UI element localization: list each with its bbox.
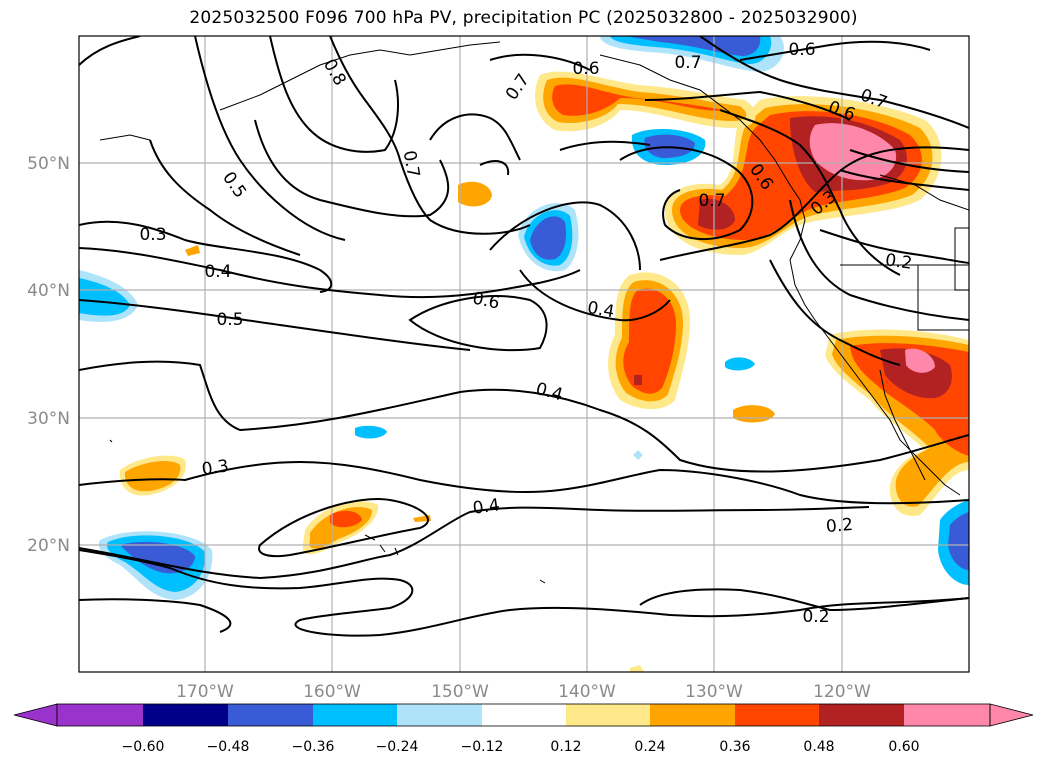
contour-label: 0.7 bbox=[399, 149, 423, 179]
map-frame bbox=[78, 35, 970, 673]
contour-label: 0.3 bbox=[201, 456, 231, 480]
lon-label: 120°W bbox=[813, 682, 871, 702]
contour-label: 0.5 bbox=[216, 310, 243, 330]
precip-blob-small-10 bbox=[630, 665, 644, 672]
colorbar-tick: 0.36 bbox=[719, 739, 750, 755]
gridlines bbox=[79, 36, 969, 672]
colorbar-cell bbox=[566, 704, 650, 726]
contour-label: 0.3 bbox=[139, 225, 166, 245]
contour-label: 0.6 bbox=[788, 40, 815, 60]
plot-area: 0.6 0.7 0.8 0.7 0.5 0.7 0.6 0.7 0.6 0.6 … bbox=[79, 36, 969, 672]
contour-label: 0.4 bbox=[472, 495, 502, 519]
colorbar-cell bbox=[57, 704, 143, 726]
colorbar-tick: 0.24 bbox=[634, 739, 665, 755]
lon-label: 170°W bbox=[176, 682, 234, 702]
pv-contours bbox=[79, 36, 969, 637]
colorbar-tick: −0.60 bbox=[122, 739, 165, 755]
precip-blob-small-3 bbox=[124, 460, 181, 492]
colorbar-cell bbox=[143, 704, 228, 726]
colorbar-cells bbox=[57, 704, 990, 726]
colorbar-cell bbox=[904, 704, 990, 726]
precip-fills bbox=[79, 36, 969, 672]
contour-label: 0.4 bbox=[586, 298, 616, 322]
precip-blob-small-1 bbox=[458, 181, 492, 207]
contour-label: 0.7 bbox=[698, 191, 725, 211]
lon-label: 150°W bbox=[431, 682, 489, 702]
precip-blob-southwest bbox=[825, 329, 969, 516]
colorbar-tick: −0.24 bbox=[376, 739, 419, 755]
lon-label: 140°W bbox=[558, 682, 616, 702]
colorbar-tick: 0.60 bbox=[888, 739, 919, 755]
colorbar-cell bbox=[228, 704, 313, 726]
lat-label: 30°N bbox=[27, 409, 70, 429]
coastlines bbox=[99, 41, 969, 584]
contour-label: 0.2 bbox=[825, 515, 854, 537]
lat-label: 50°N bbox=[27, 154, 70, 174]
colorbar: −0.60 −0.48 −0.36 −0.24 −0.12 0.12 0.24 … bbox=[13, 703, 1034, 755]
contour-label: 0.2 bbox=[884, 250, 914, 274]
longitude-labels: 170°W 160°W 150°W 140°W 130°W 120°W bbox=[176, 682, 871, 702]
precip-neg-small-1 bbox=[355, 425, 387, 439]
colorbar-tick: −0.48 bbox=[207, 739, 250, 755]
contour-label: 0.2 bbox=[802, 607, 829, 627]
colorbar-tick: 0.12 bbox=[550, 739, 581, 755]
colorbar-cell bbox=[819, 704, 904, 726]
colorbar-tick: −0.36 bbox=[292, 739, 335, 755]
lat-label: 40°N bbox=[27, 281, 70, 301]
colorbar-cell bbox=[313, 704, 397, 726]
lon-label: 160°W bbox=[303, 682, 361, 702]
contour-label: 0.4 bbox=[204, 262, 231, 282]
latitude-labels: 50°N 40°N 30°N 20°N bbox=[27, 154, 70, 556]
precip-neg-small-3 bbox=[633, 450, 643, 460]
colorbar-tick: −0.12 bbox=[461, 739, 504, 755]
colorbar-cell bbox=[735, 704, 819, 726]
colorbar-tick: 0.48 bbox=[803, 739, 834, 755]
precip-blob-small-8 bbox=[185, 245, 200, 256]
map-title: 2025032500 F096 700 hPa PV, precipitatio… bbox=[189, 8, 858, 28]
colorbar-ticks: −0.60 −0.48 −0.36 −0.24 −0.12 0.12 0.24 … bbox=[122, 739, 920, 755]
contour-label: 0.6 bbox=[572, 59, 599, 79]
colorbar-cell bbox=[397, 704, 482, 726]
colorbar-cell bbox=[650, 704, 735, 726]
colorbar-cell bbox=[482, 704, 566, 726]
precip-blob-small-6 bbox=[330, 510, 362, 528]
precip-blob-central-pacific bbox=[608, 272, 690, 409]
contour-label: 0.7 bbox=[674, 53, 701, 73]
colorbar-extend-low bbox=[13, 703, 58, 727]
lat-label: 20°N bbox=[27, 536, 70, 556]
precip-neg-small-2 bbox=[725, 357, 755, 371]
precip-blob-gulf-alaska bbox=[535, 71, 756, 132]
colorbar-extend-high bbox=[989, 703, 1034, 727]
lon-label: 130°W bbox=[685, 682, 743, 702]
precip-blob-pacific-northwest bbox=[665, 96, 942, 255]
